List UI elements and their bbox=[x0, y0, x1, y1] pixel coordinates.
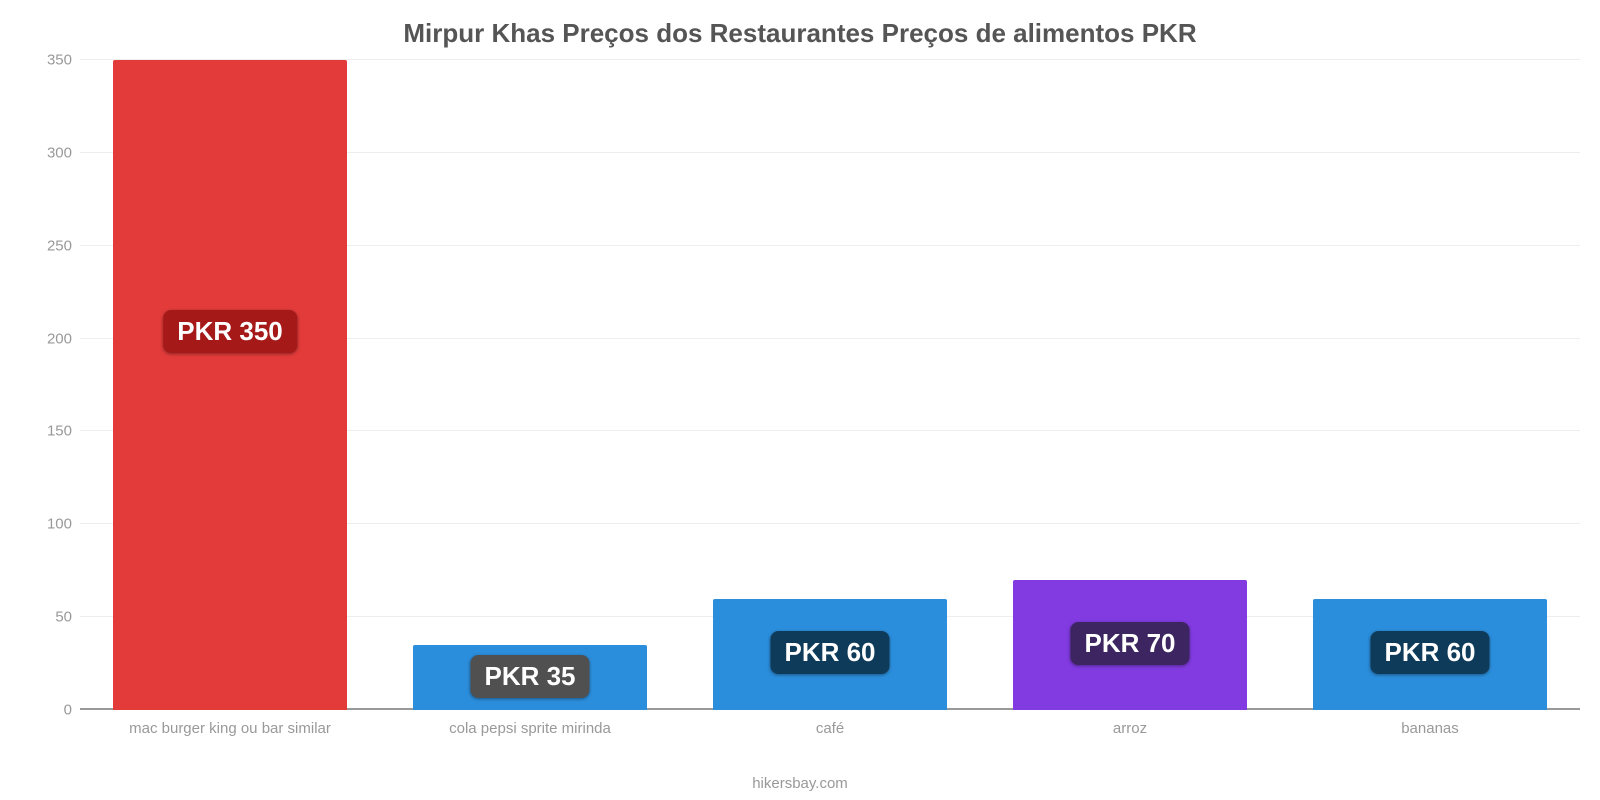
value-badge: PKR 60 bbox=[770, 631, 889, 674]
bar: PKR 60 bbox=[1313, 599, 1547, 710]
x-tick-label: café bbox=[816, 720, 844, 737]
y-tick-label: 0 bbox=[64, 702, 72, 719]
y-tick-label: 300 bbox=[47, 144, 72, 161]
y-tick-label: 150 bbox=[47, 423, 72, 440]
value-badge: PKR 70 bbox=[1070, 622, 1189, 665]
y-tick-label: 100 bbox=[47, 516, 72, 533]
x-tick-label: cola pepsi sprite mirinda bbox=[449, 720, 611, 737]
y-tick-label: 200 bbox=[47, 330, 72, 347]
y-tick-label: 250 bbox=[47, 237, 72, 254]
value-badge: PKR 35 bbox=[470, 655, 589, 698]
price-bar-chart: Mirpur Khas Preços dos Restaurantes Preç… bbox=[0, 0, 1600, 800]
y-tick-label: 50 bbox=[55, 609, 72, 626]
bar-slot: PKR 70arroz bbox=[980, 60, 1280, 710]
bar-slot: PKR 60café bbox=[680, 60, 980, 710]
bar-slot: PKR 60bananas bbox=[1280, 60, 1580, 710]
y-tick-label: 350 bbox=[47, 52, 72, 69]
bar: PKR 70 bbox=[1013, 580, 1247, 710]
x-tick-label: arroz bbox=[1113, 720, 1147, 737]
bar-slot: PKR 35cola pepsi sprite mirinda bbox=[380, 60, 680, 710]
x-tick-label: mac burger king ou bar similar bbox=[129, 720, 331, 737]
chart-footer: hikersbay.com bbox=[752, 775, 848, 792]
bars-row: PKR 350mac burger king ou bar similarPKR… bbox=[80, 60, 1580, 710]
plot-area: 050100150200250300350 PKR 350mac burger … bbox=[80, 60, 1580, 710]
x-tick-label: bananas bbox=[1401, 720, 1459, 737]
value-badge: PKR 60 bbox=[1370, 631, 1489, 674]
value-badge: PKR 350 bbox=[163, 310, 297, 353]
bar: PKR 35 bbox=[413, 645, 647, 710]
bar-slot: PKR 350mac burger king ou bar similar bbox=[80, 60, 380, 710]
bar: PKR 350 bbox=[113, 60, 347, 710]
bar: PKR 60 bbox=[713, 599, 947, 710]
chart-title: Mirpur Khas Preços dos Restaurantes Preç… bbox=[0, 0, 1600, 49]
